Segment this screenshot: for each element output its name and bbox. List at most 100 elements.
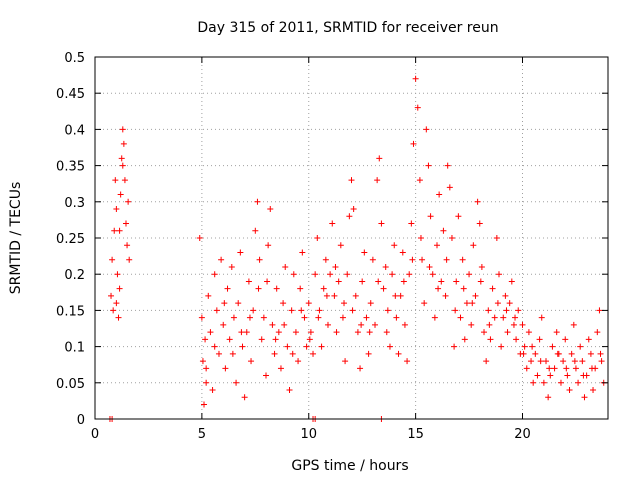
data-point xyxy=(452,307,459,314)
data-point xyxy=(581,394,588,401)
data-point xyxy=(256,256,263,263)
data-point xyxy=(367,300,374,307)
data-point xyxy=(363,314,370,321)
data-point xyxy=(254,198,261,205)
data-point xyxy=(487,336,494,343)
data-point xyxy=(477,278,484,285)
data-point xyxy=(547,372,554,379)
data-point xyxy=(512,314,519,321)
data-point xyxy=(557,379,564,386)
data-point xyxy=(271,350,278,357)
data-point xyxy=(329,220,336,227)
data-point xyxy=(124,242,131,249)
data-point xyxy=(521,343,528,350)
data-point xyxy=(536,336,543,343)
data-point xyxy=(376,155,383,162)
data-point xyxy=(414,104,421,111)
data-point xyxy=(538,314,545,321)
data-point xyxy=(306,336,313,343)
data-point xyxy=(392,292,399,299)
data-point xyxy=(221,300,228,307)
data-point xyxy=(337,242,344,249)
data-point xyxy=(551,365,558,372)
data-point xyxy=(478,263,485,270)
data-point xyxy=(417,235,424,241)
data-point xyxy=(344,271,351,278)
data-point xyxy=(116,285,123,292)
data-point xyxy=(443,256,450,263)
data-point xyxy=(230,314,237,321)
data-point xyxy=(352,292,359,299)
data-point xyxy=(404,358,411,365)
data-point xyxy=(331,292,338,299)
data-point xyxy=(543,358,550,365)
data-point xyxy=(320,285,327,292)
data-point xyxy=(587,350,594,357)
data-point xyxy=(470,242,477,249)
data-point xyxy=(284,343,291,350)
data-point xyxy=(455,213,462,220)
data-point xyxy=(222,365,229,372)
data-point xyxy=(112,177,119,184)
data-point xyxy=(196,235,203,241)
data-point xyxy=(481,329,488,336)
data-point xyxy=(421,300,428,307)
data-point xyxy=(263,372,269,379)
data-point xyxy=(327,271,334,278)
data-point xyxy=(239,343,246,350)
data-point xyxy=(419,256,426,263)
data-point xyxy=(361,249,368,256)
data-point xyxy=(453,278,460,285)
data-point xyxy=(122,220,129,227)
data-point xyxy=(298,307,305,314)
data-point xyxy=(590,387,597,394)
data-point xyxy=(510,321,517,328)
data-point xyxy=(324,321,331,328)
y-axis-label: SRMTID / TECUs xyxy=(8,182,24,295)
data-point xyxy=(374,177,381,184)
data-point xyxy=(303,343,310,350)
data-point xyxy=(382,263,389,270)
data-point xyxy=(245,278,252,285)
y-tick-label: 0.1 xyxy=(64,341,85,356)
data-point xyxy=(378,220,385,227)
data-point xyxy=(265,242,272,249)
data-point xyxy=(241,394,248,401)
data-point xyxy=(357,365,364,372)
data-point xyxy=(243,329,250,336)
data-point xyxy=(412,75,419,82)
data-point xyxy=(401,321,408,328)
data-point xyxy=(273,285,280,292)
data-point xyxy=(409,256,416,263)
data-point xyxy=(585,336,592,343)
x-axis-label: GPS time / hours xyxy=(291,458,408,474)
data-point xyxy=(201,401,208,408)
data-point xyxy=(366,329,373,336)
data-point xyxy=(400,278,407,285)
data-point xyxy=(258,336,265,343)
data-point xyxy=(220,321,227,328)
data-point xyxy=(503,307,510,314)
data-point xyxy=(346,213,353,220)
x-tick-label: 10 xyxy=(300,427,317,442)
data-point xyxy=(226,336,233,343)
data-point xyxy=(429,271,436,278)
data-point xyxy=(207,329,214,336)
data-point xyxy=(386,343,393,350)
x-tick-label: 5 xyxy=(198,427,206,442)
data-point xyxy=(286,387,293,394)
data-point xyxy=(202,336,209,343)
data-point xyxy=(224,285,231,292)
data-point xyxy=(463,300,470,307)
data-point xyxy=(498,343,505,350)
data-point xyxy=(523,365,530,372)
data-point xyxy=(318,343,325,350)
data-point xyxy=(434,242,440,249)
data-point xyxy=(451,343,458,350)
data-point xyxy=(307,329,314,336)
data-point xyxy=(572,365,579,372)
data-point xyxy=(339,314,346,321)
y-tick-label: 0.4 xyxy=(64,123,85,138)
data-point xyxy=(229,350,236,357)
data-point xyxy=(598,358,605,365)
